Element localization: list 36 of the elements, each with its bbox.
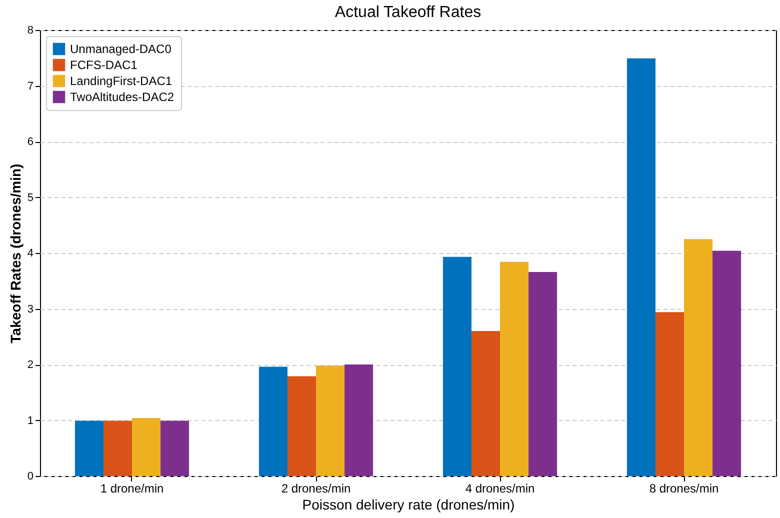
- bar: [316, 366, 345, 476]
- bar: [471, 331, 500, 476]
- y-tick-label: 0: [27, 470, 34, 482]
- y-tick-label: 2: [27, 359, 34, 371]
- legend-label: TwoAltitudes-DAC2: [70, 90, 174, 104]
- x-axis-title: Poisson delivery rate (drones/min): [302, 496, 515, 512]
- chart-title: Actual Takeoff Rates: [334, 4, 482, 21]
- y-axis-title: Takeoff Rates (drones/min): [7, 164, 24, 344]
- bar: [287, 376, 316, 476]
- bar: [160, 420, 190, 476]
- y-tick-label: 7: [27, 80, 34, 92]
- x-tick-label: 2 drones/min: [281, 482, 351, 496]
- legend-label: FCFS-DAC1: [70, 58, 138, 72]
- bar: [344, 364, 374, 476]
- bar: [258, 366, 288, 476]
- bar: [626, 58, 656, 476]
- y-tick-label: 1: [27, 414, 34, 427]
- bar: [655, 312, 684, 476]
- bar: [132, 418, 161, 476]
- x-tick-label: 8 drones/min: [649, 482, 719, 496]
- x-tick-label: 4 drones/min: [465, 482, 535, 496]
- x-tick-label: 1 drone/min: [100, 482, 164, 496]
- bar: [684, 239, 713, 476]
- bar: [442, 256, 472, 476]
- bar: [103, 420, 132, 476]
- y-tick-label: 4: [27, 248, 34, 260]
- y-tick-label: 6: [27, 136, 34, 148]
- y-tick-label: 8: [27, 24, 34, 36]
- bar: [74, 420, 104, 476]
- bar: [528, 272, 558, 476]
- y-tick-label: 3: [27, 303, 34, 316]
- legend-label: LandingFirst-DAC1: [70, 74, 172, 88]
- legend-label: Unmanaged-DAC0: [70, 42, 172, 56]
- bar: [712, 250, 742, 476]
- bar: [500, 262, 529, 476]
- y-tick-label: 5: [27, 192, 34, 204]
